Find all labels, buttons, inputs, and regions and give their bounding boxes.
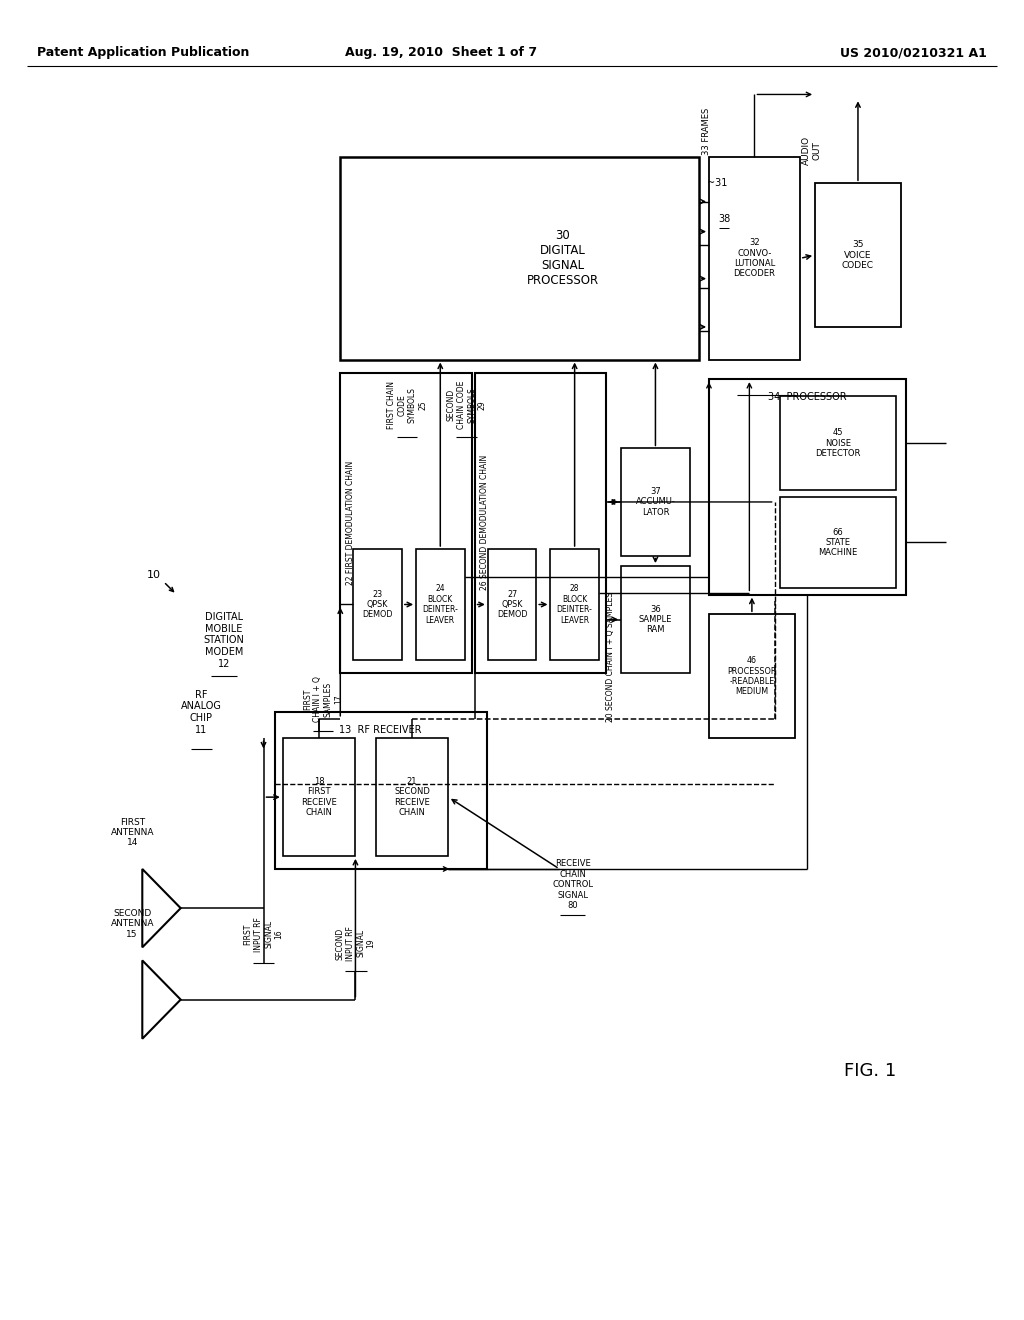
Text: RECEIVE
CHAIN
CONTROL
SIGNAL
80: RECEIVE CHAIN CONTROL SIGNAL 80	[552, 859, 593, 909]
Text: SECOND
ANTENNA
15: SECOND ANTENNA 15	[111, 909, 154, 939]
Text: 30
DIGITAL
SIGNAL
PROCESSOR: 30 DIGITAL SIGNAL PROCESSOR	[526, 230, 599, 288]
Bar	[416, 549, 465, 660]
Text: 46
PROCESSOR
-READABLE
MEDIUM: 46 PROCESSOR -READABLE MEDIUM	[727, 656, 776, 697]
Text: RF
ANALOG
CHIP
11: RF ANALOG CHIP 11	[180, 690, 221, 735]
Text: FIRST
INPUT RF
SIGNAL
16: FIRST INPUT RF SIGNAL 16	[244, 917, 284, 952]
Text: US 2010/0210321 A1: US 2010/0210321 A1	[840, 46, 987, 59]
Bar	[340, 157, 698, 359]
Text: SECOND
CHAIN CODE
SYMBOLS
29: SECOND CHAIN CODE SYMBOLS 29	[446, 381, 486, 429]
Text: FIG. 1: FIG. 1	[845, 1063, 897, 1081]
Text: 66
STATE
MACHINE: 66 STATE MACHINE	[818, 528, 857, 557]
Bar	[622, 449, 690, 556]
Text: 20 SECOND CHAIN I + Q SAMPLES: 20 SECOND CHAIN I + Q SAMPLES	[606, 593, 615, 722]
Bar	[283, 738, 355, 855]
Text: 37
ACCUMU-
LATOR: 37 ACCUMU- LATOR	[636, 487, 676, 517]
Bar	[376, 738, 449, 855]
Text: 45
NOISE
DETECTOR: 45 NOISE DETECTOR	[815, 428, 860, 458]
Bar	[622, 566, 690, 673]
Text: 22 FIRST DEMODULATION CHAIN: 22 FIRST DEMODULATION CHAIN	[346, 461, 355, 585]
Bar	[709, 614, 795, 738]
Text: 23
QPSK
DEMOD: 23 QPSK DEMOD	[362, 590, 393, 619]
Bar	[779, 496, 896, 589]
Text: 36
SAMPLE
RAM: 36 SAMPLE RAM	[639, 605, 672, 635]
Text: 35
VOICE
CODEC: 35 VOICE CODEC	[842, 240, 873, 271]
Text: Patent Application Publication: Patent Application Publication	[37, 46, 250, 59]
Bar	[709, 157, 800, 359]
Bar	[779, 396, 896, 490]
Text: 26 SECOND DEMODULATION CHAIN: 26 SECOND DEMODULATION CHAIN	[480, 455, 489, 590]
Text: 28
BLOCK
DEINTER-
LEAVER: 28 BLOCK DEINTER- LEAVER	[557, 585, 593, 624]
Text: 18
FIRST
RECEIVE
CHAIN: 18 FIRST RECEIVE CHAIN	[301, 777, 337, 817]
Bar	[487, 549, 537, 660]
Text: 10: 10	[146, 570, 161, 579]
Bar	[709, 379, 906, 595]
Text: 34  PROCESSOR: 34 PROCESSOR	[768, 392, 847, 403]
Text: 38: 38	[718, 214, 730, 223]
Text: DIGITAL
MOBILE
STATION
MODEM
12: DIGITAL MOBILE STATION MODEM 12	[204, 612, 245, 669]
Text: 24
BLOCK
DEINTER-
LEAVER: 24 BLOCK DEINTER- LEAVER	[422, 585, 458, 624]
Text: FIRST
CHAIN I + Q
SAMPLES
17: FIRST CHAIN I + Q SAMPLES 17	[303, 676, 343, 722]
Text: 21
SECOND
RECEIVE
CHAIN: 21 SECOND RECEIVE CHAIN	[394, 777, 430, 817]
Text: AUDIO
OUT: AUDIO OUT	[802, 136, 821, 165]
Bar	[550, 549, 599, 660]
Bar	[353, 549, 401, 660]
Text: 33 FRAMES: 33 FRAMES	[702, 107, 712, 154]
Text: ~31: ~31	[707, 178, 727, 189]
Text: SECOND
INPUT RF
SIGNAL
19: SECOND INPUT RF SIGNAL 19	[335, 927, 376, 961]
Text: Aug. 19, 2010  Sheet 1 of 7: Aug. 19, 2010 Sheet 1 of 7	[345, 46, 538, 59]
Text: FIRST CHAIN
CODE
SYMBOLS
25: FIRST CHAIN CODE SYMBOLS 25	[387, 381, 427, 429]
Text: 32
CONVO-
LUTIONAL
DECODER: 32 CONVO- LUTIONAL DECODER	[733, 239, 775, 279]
Bar	[815, 183, 901, 327]
Bar	[340, 372, 472, 673]
Bar	[475, 372, 606, 673]
Text: 13  RF RECEIVER: 13 RF RECEIVER	[339, 725, 422, 735]
Text: 27
QPSK
DEMOD: 27 QPSK DEMOD	[497, 590, 527, 619]
Bar	[274, 713, 486, 869]
Text: FIRST
ANTENNA
14: FIRST ANTENNA 14	[111, 817, 154, 847]
